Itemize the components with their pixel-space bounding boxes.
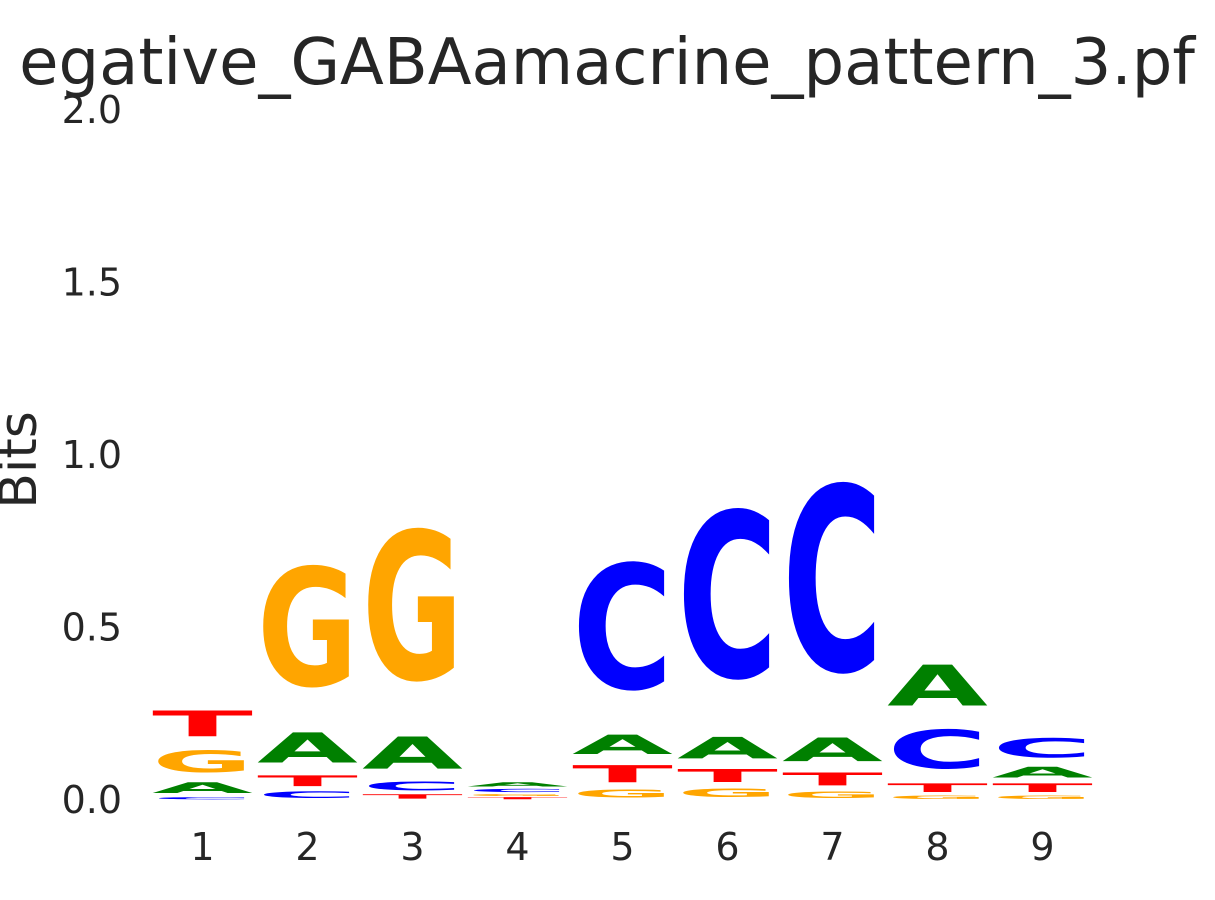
y-tick-label: 1.0: [62, 433, 122, 477]
x-tick-label: 7: [820, 825, 844, 869]
logo-letter-g: G: [887, 795, 988, 800]
x-axis-ticks: 1 2 3 4 5 6 7 8 9: [190, 825, 1054, 869]
logo-letter-a: A: [572, 730, 673, 761]
logo-letter-c: C: [362, 779, 463, 793]
logo-letter-a: A: [887, 654, 988, 719]
x-tick-label: 5: [610, 825, 634, 869]
x-tick-label: 2: [295, 825, 319, 869]
logo-letter-c: C: [257, 790, 358, 800]
logo-letter-c: C: [992, 733, 1093, 764]
logo-letter-g: G: [467, 793, 568, 796]
logo-letter-a: A: [257, 724, 358, 772]
x-tick-label: 3: [400, 825, 424, 869]
logo-letter-t: T: [152, 704, 253, 745]
x-tick-label: 6: [715, 825, 739, 869]
logo-letter-t: T: [572, 760, 673, 787]
logo-letter-a: A: [992, 764, 1093, 781]
logo-letter-c: C: [782, 436, 883, 731]
logo-letter-t: T: [782, 769, 883, 790]
x-tick-label: 1: [190, 825, 214, 869]
logo-letter-a: A: [152, 779, 253, 796]
logo-letter-c: C: [152, 797, 253, 800]
y-tick-label: 0.5: [62, 606, 122, 650]
y-tick-label: 2.0: [62, 88, 122, 132]
logo-letter-t: T: [992, 781, 1093, 795]
logo-letter-g: G: [572, 788, 673, 800]
logo-letter-g: G: [677, 786, 778, 800]
logo-letter-g: G: [152, 745, 253, 779]
logo-letter-g: G: [992, 795, 1093, 800]
logo-letter-t: T: [467, 797, 568, 800]
y-axis-ticks: 0.0 0.5 1.0 1.5 2.0: [62, 88, 122, 822]
logo-letter-a: A: [362, 728, 463, 779]
y-tick-label: 0.0: [62, 778, 122, 822]
logo-letter-c: C: [572, 529, 673, 729]
logo-letter-g: G: [257, 534, 358, 723]
logo-letter-t: T: [362, 793, 463, 800]
y-axis-label: Bits: [0, 411, 49, 509]
logo-letter-c: C: [467, 788, 568, 793]
logo-letter-a: A: [677, 731, 778, 765]
logo-letter-c: C: [887, 719, 988, 781]
logo-letter-g: G: [782, 790, 883, 800]
logo-letter-t: T: [677, 765, 778, 786]
logo-letter-a: A: [467, 781, 568, 788]
x-tick-label: 9: [1030, 825, 1054, 869]
logo-letter-c: C: [677, 467, 778, 731]
logo-letter-t: T: [887, 781, 988, 795]
x-tick-label: 8: [925, 825, 949, 869]
x-tick-label: 4: [505, 825, 529, 869]
logo-letter-g: G: [362, 490, 463, 727]
logo-letter-t: T: [257, 772, 358, 789]
chart-title: egative_GABAamacrine_pattern_3.pf: [19, 26, 1196, 100]
y-tick-label: 1.5: [62, 261, 122, 305]
logo-letter-a: A: [782, 731, 883, 769]
